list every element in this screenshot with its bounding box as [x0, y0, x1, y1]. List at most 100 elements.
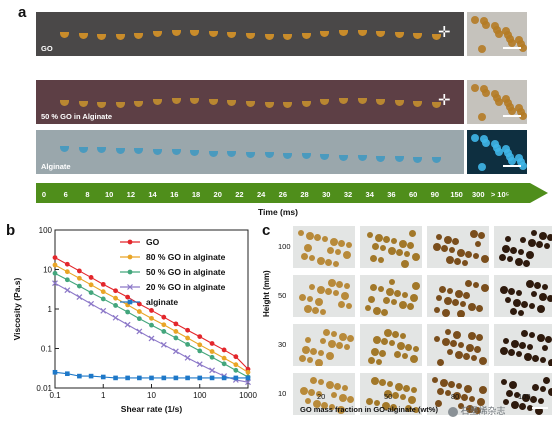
particle [517, 108, 525, 116]
data-point [76, 283, 82, 289]
particle [523, 260, 530, 267]
particle [315, 298, 323, 306]
legend-entry: 20 % GO in alginate [120, 282, 226, 292]
data-point [209, 341, 215, 346]
time-tick-label: 28 [300, 190, 308, 199]
droplet [357, 98, 367, 105]
particle [372, 243, 379, 250]
particle [331, 392, 337, 398]
particle [392, 331, 399, 338]
particle [442, 309, 450, 317]
particle [504, 149, 512, 157]
droplet [283, 33, 293, 40]
particle [521, 301, 528, 308]
particle [477, 398, 485, 406]
grid-column-label: 100 [518, 392, 531, 401]
data-point [127, 269, 133, 275]
particle [530, 396, 537, 403]
droplet [376, 30, 386, 37]
data-point [113, 303, 118, 308]
droplet [246, 151, 255, 158]
droplet [208, 30, 218, 37]
data-point [149, 308, 154, 313]
particle [380, 245, 386, 251]
particle [469, 396, 475, 402]
particle [545, 336, 552, 343]
particle [381, 309, 388, 316]
data-point [197, 334, 203, 340]
particle [474, 346, 481, 353]
data-point [233, 354, 239, 360]
particle [470, 230, 478, 238]
particle [323, 329, 330, 336]
particle [389, 279, 395, 285]
particle-image-cell [360, 226, 422, 268]
particle [515, 258, 523, 266]
data-point [88, 373, 94, 379]
particle [400, 394, 406, 400]
particle [326, 381, 334, 389]
particle-image-cell [427, 226, 489, 268]
legend-entry: 50 % GO in alginate [120, 267, 226, 277]
data-point [100, 281, 106, 287]
droplet-thumbnail [467, 130, 527, 174]
data-point [173, 329, 179, 334]
data-point [65, 371, 70, 377]
particle [314, 234, 321, 241]
particle [453, 331, 461, 339]
data-point [64, 269, 70, 275]
particle [382, 402, 390, 410]
droplet [264, 101, 274, 108]
particle [505, 236, 511, 242]
particle [508, 157, 516, 165]
data-point [127, 284, 133, 290]
particle [371, 348, 379, 356]
droplet [432, 101, 441, 108]
time-tick-label: 150 [450, 190, 463, 199]
particle [392, 392, 399, 399]
grid-x-axis-label: GO mass fraction in GO-alginate (wt%) [300, 405, 438, 414]
time-arrow: 0 6 8 10 12 14 16 18 20 22 24 26 28 30 32 34 36 60 90 150 30… [36, 183, 548, 203]
droplet-thumbnail [467, 80, 527, 124]
time-tick-label: 8 [85, 190, 89, 199]
particle [493, 26, 501, 34]
particle [466, 344, 474, 352]
particle [514, 392, 520, 398]
time-tick-label: 26 [279, 190, 287, 199]
data-point [76, 275, 82, 281]
data-point [100, 307, 107, 314]
particle [502, 245, 510, 253]
time-tick-label: 14 [148, 190, 157, 199]
grid-y-axis-label: Height (mm) [262, 270, 271, 317]
particle [325, 259, 332, 266]
y-tick-label: 10 [43, 266, 52, 275]
particle [394, 290, 401, 297]
particle-image-cell [494, 373, 552, 415]
particle [542, 284, 548, 290]
particle [453, 392, 461, 400]
particle [302, 346, 310, 354]
particle [534, 282, 541, 289]
panel-a-letter: a [18, 4, 27, 21]
droplet [78, 146, 88, 153]
data-point [136, 328, 143, 335]
particle [473, 253, 479, 259]
particle [325, 288, 332, 295]
particle [495, 30, 503, 38]
particle [458, 403, 464, 409]
particle [409, 230, 416, 237]
grid-row-label: 100 [278, 242, 291, 251]
particle [394, 351, 401, 358]
particle [515, 154, 523, 162]
droplet [394, 32, 404, 39]
particle [346, 303, 352, 309]
particle [399, 301, 407, 309]
particle [381, 338, 388, 345]
droplet [153, 148, 162, 155]
particle [449, 247, 455, 253]
particle [535, 407, 543, 415]
particle [312, 307, 319, 314]
particle [344, 344, 350, 350]
particle [346, 242, 352, 248]
time-tick-label: 30 [322, 190, 330, 199]
